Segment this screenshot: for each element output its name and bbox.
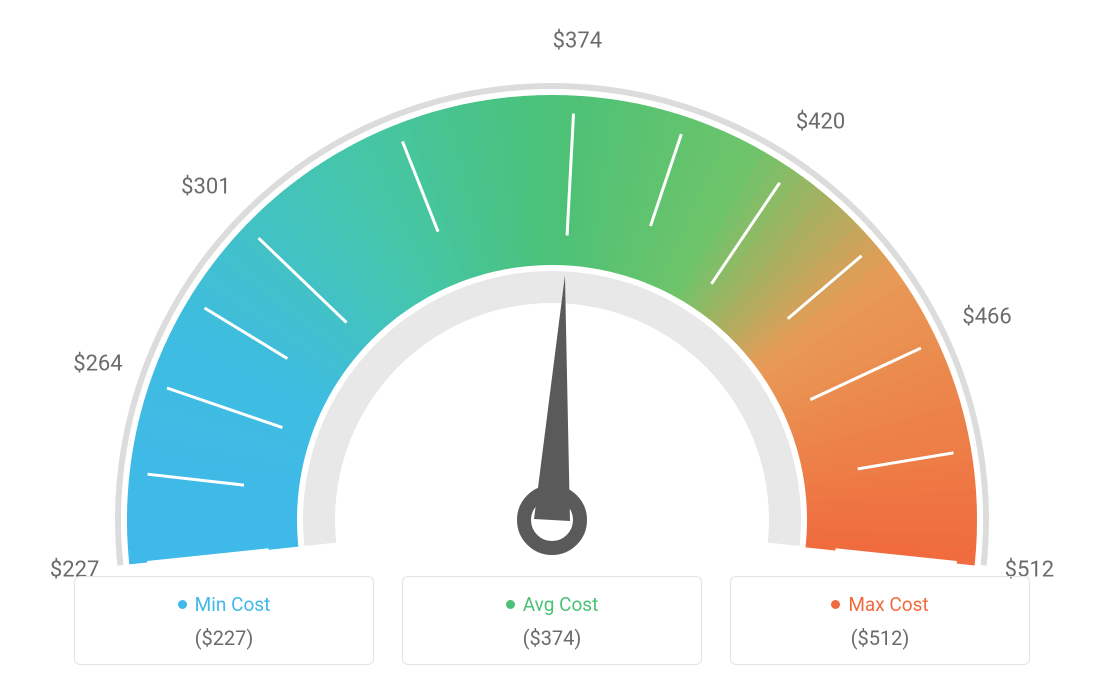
gauge-tick-label: $466 (962, 305, 1011, 330)
gauge-tick-label: $264 (73, 352, 122, 377)
legend-value-avg: ($374) (403, 626, 701, 650)
legend-label: Min Cost (195, 593, 271, 616)
legend-label: Max Cost (848, 593, 928, 616)
gauge-chart: $227$264$301$374$420$466$512 (0, 20, 1104, 580)
gauge-svg (0, 20, 1104, 580)
legend-row: Min Cost ($227) Avg Cost ($374) Max Cost… (0, 576, 1104, 665)
gauge-tick-label: $374 (553, 28, 602, 53)
legend-title-min: Min Cost (178, 593, 271, 616)
legend-title-avg: Avg Cost (506, 593, 599, 616)
legend-value-min: ($227) (75, 626, 373, 650)
dot-icon (831, 600, 840, 609)
legend-card-max: Max Cost ($512) (730, 576, 1030, 665)
legend-title-max: Max Cost (831, 593, 928, 616)
legend-label: Avg Cost (523, 593, 599, 616)
legend-card-avg: Avg Cost ($374) (402, 576, 702, 665)
gauge-tick-label: $420 (796, 110, 845, 135)
legend-value-max: ($512) (731, 626, 1029, 650)
legend-card-min: Min Cost ($227) (74, 576, 374, 665)
dot-icon (178, 600, 187, 609)
gauge-tick-label: $301 (181, 175, 230, 200)
dot-icon (506, 600, 515, 609)
